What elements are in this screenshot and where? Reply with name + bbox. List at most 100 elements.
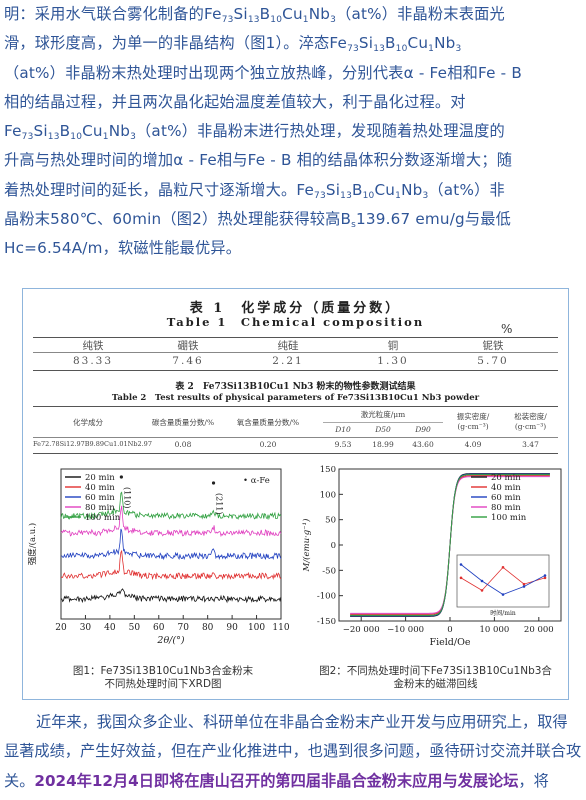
xrd-x-tick-label: 20 (55, 623, 67, 633)
table1-unit: % (501, 322, 513, 336)
hyst-x-tick-label: 0 (447, 625, 452, 635)
hyst-y-tick-label: -100 (317, 592, 336, 602)
xrd-legend-label: 80 min (85, 503, 115, 513)
xrd-series-line (60, 528, 282, 561)
table1-header-cell: 纯铁 (82, 340, 104, 352)
table1-value-cell: 5.70 (477, 355, 509, 367)
table1-mid-rule (33, 352, 558, 353)
hyst-inset-hc-point (522, 585, 526, 588)
table2-cell: 4.09 (464, 440, 482, 449)
fig1-caption: 图1：Fe73Si13B10Cu1Nb3合金粉末 不同热处理时间下XRD图 (43, 665, 283, 691)
table2-top-rule (33, 406, 558, 407)
xrd-legend-label: 60 min (85, 493, 115, 503)
table2-cell: 43.60 (412, 440, 434, 449)
xrd-peak-label: (211) (215, 493, 224, 515)
hyst-y-tick-label: 100 (320, 490, 336, 500)
table2-cell: 0.08 (174, 440, 192, 449)
xrd-x-label: 2θ/(°) (156, 635, 184, 646)
table2-h-tap: 振实密度/ (456, 412, 490, 421)
hyst-inset-bs-point (543, 576, 547, 580)
hyst-x-label: Field/Oe (430, 637, 471, 648)
outro-paragraph: 近年来，我国众多企业、科研单位在非晶合金粉末产业开发与应用研究上，取得显著成绩，… (4, 708, 582, 796)
xrd-chart: 20 30 40 50 60 70 80 90 100 110 2θ/(°) 强度/(a.u.) (11… (27, 468, 290, 646)
table2-h-d90: D90 (415, 425, 431, 434)
table1-top-rule (33, 337, 558, 338)
table2-h-loose: 松装密度/ (514, 412, 547, 421)
xrd-x-tick-label: 80 (202, 623, 214, 633)
table1-value-cell: 7.46 (172, 355, 204, 367)
hyst-legend-label: 80 min (491, 503, 521, 513)
xrd-x-tick-label: 30 (80, 623, 92, 633)
hyst-inset-bs-point (501, 566, 505, 569)
hyst-inset-bs-point (480, 589, 484, 592)
hyst-y-tick-label: 50 (325, 516, 336, 526)
xrd-x-tick-label: 110 (272, 623, 289, 633)
xrd-x-tick-label: 90 (226, 623, 238, 633)
intro-line-5: Fe73Si13B10Cu1Nb3（at%）非晶粉末进行热处理，发现随着热处理温… (4, 122, 505, 143)
table2-row-comp: Fe72.78Si12.97B9.89Cu1.01Nb2.97 (33, 440, 152, 448)
xrd-x-tick-label: 70 (177, 623, 189, 633)
table2-cell: 9.53 (334, 440, 352, 449)
table2-header: 化学成分 碳含量质量分数/% 氧含量质量分数/% 激光粒度/μm D10 D50… (23, 407, 568, 437)
fig2-caption: 图2：不同热处理时间下Fe73Si13B10Cu1Nb3合 金粉末的磁滞回线 (308, 665, 563, 691)
xrd-x-tick-label: 50 (129, 623, 141, 633)
xrd-legend-label: 40 min (85, 483, 115, 493)
hyst-inset-hc-point (501, 593, 505, 596)
fig1-caption-line2: 不同热处理时间下XRD图 (104, 678, 222, 690)
fig1-caption-line1: 图1：Fe73Si13B10Cu1Nb3合金粉末 (72, 665, 254, 677)
xrd-x-tick-label: 100 (248, 623, 265, 633)
hyst-series-line (350, 474, 550, 616)
outro-tail: ，将 (518, 771, 549, 790)
hyst-inset-hc-point (459, 563, 463, 566)
hyst-y-tick-label: 150 (320, 465, 336, 475)
table2-cell: 0.20 (259, 440, 277, 449)
hyst-y-label: M/(emu·g⁻¹) (301, 519, 312, 573)
hyst-x-tick-label: 10 000 (480, 625, 510, 635)
table1-bottom-rule (33, 370, 558, 371)
xrd-legend-label: 20 min (85, 473, 115, 483)
fig2-caption-line1: 图2：不同热处理时间下Fe73Si13B10Cu1Nb3合 (319, 665, 552, 677)
xrd-series-line (60, 505, 282, 538)
xrd-alpha-fe-legend: • α-Fe (243, 476, 270, 486)
hyst-legend-label: 40 min (491, 483, 521, 493)
xrd-x-tick-label: 60 (153, 623, 165, 633)
table2-h-oxygen: 氧含量质量分数/% (236, 418, 300, 427)
table1-title-en: Table 1 Chemical composition (166, 315, 425, 329)
table1-value-cell: 83.33 (72, 355, 114, 367)
hyst-inset-bs-point (459, 576, 463, 580)
table1-header-cell: 铜 (387, 340, 399, 352)
hyst-inset-bs-point (522, 582, 526, 586)
hyst-y-tick-label: 0 (331, 541, 336, 551)
table2-cell: 3.47 (522, 440, 539, 449)
hyst-legend-label: 100 min (491, 513, 527, 523)
table2-laser-rule (323, 422, 443, 423)
table2-title-en: Table 2 Test results of physical paramet… (111, 393, 480, 403)
xrd-legend-label: 100 min (85, 513, 121, 523)
hyst-x-tick-label: −20 000 (343, 625, 380, 635)
intro-line-2: 滑，球形度高，为单一的非晶结构（图1）。淬态Fe73Si13B10Cu1Nb3 (4, 34, 462, 55)
hyst-legend-label: 20 min (491, 473, 521, 483)
xrd-x-tick-label: 40 (104, 623, 116, 633)
xrd-series-line (60, 491, 282, 521)
intro-paragraph: 明：采用水气联合雾化制备的Fe73Si13B10Cu1Nb3（at%）非晶粉末表… (4, 0, 582, 264)
table2-cell: 18.99 (372, 440, 394, 449)
xrd-series-line (60, 588, 282, 604)
table1-title-cn: 表 1 化学成分（质量分数） (189, 301, 402, 316)
hyst-inset-x-label: 时间/min (490, 609, 516, 617)
table1-header-cell: 硼铁 (177, 340, 199, 352)
table2-h-comp: 化学成分 (73, 418, 103, 427)
intro-line-6: 升高与热处理时间的增加α - Fe相与Fe - B 相的结晶体积分数逐渐增大；随 (4, 151, 513, 170)
xrd-peak-marker (211, 481, 216, 485)
table1-header-cell: 铌铁 (482, 340, 504, 352)
hyst-inset-hc-point (480, 579, 484, 583)
figure-panel: 表 1 化学成分（质量分数） Table 1 Chemical composit… (22, 288, 569, 700)
hyst-x-tick-label: 20 000 (524, 625, 554, 635)
table1-header-cell: 纯硅 (277, 340, 299, 352)
intro-line-7: 着热处理时间的延长，晶粒尺寸逐渐增大。Fe73Si13B10Cu1Nb3（at%… (4, 180, 505, 201)
fig2-caption-line2: 金粉末的磁滞回线 (393, 678, 478, 690)
table2-h-loose-unit: (g·cm⁻³) (514, 422, 547, 431)
table2-h-carbon: 碳含量质量分数/% (151, 418, 215, 427)
outro-text: 近年来，我国众多企业、科研单位在非晶合金粉末产业开发与应用研究上，取得显著成绩，… (4, 713, 582, 790)
table1-value-cell: 1.30 (377, 355, 409, 367)
hyst-inset-hc-point (543, 574, 547, 577)
